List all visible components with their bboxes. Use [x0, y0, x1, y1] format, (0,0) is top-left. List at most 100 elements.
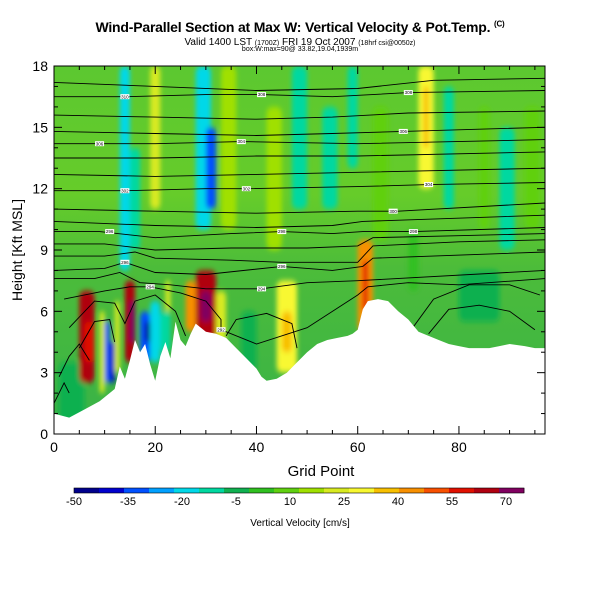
- theta-contour: [54, 151, 545, 159]
- contour-label-bg: [408, 229, 418, 235]
- contour-label: 292: [217, 327, 225, 332]
- theta-contour: [54, 167, 545, 177]
- colorbar-tick-label: -5: [231, 496, 241, 508]
- velocity-cell: [408, 229, 419, 291]
- colorbar-swatch: [124, 488, 150, 493]
- colorbar-swatch: [374, 488, 400, 493]
- contour-label: 298: [278, 229, 286, 234]
- contour-label: 308: [405, 90, 413, 95]
- velocity-cell: [423, 86, 429, 148]
- velocity-cell: [119, 66, 130, 271]
- terrain-mask: [54, 299, 545, 434]
- velocity-cell: [281, 311, 292, 353]
- theta-contour: [54, 251, 545, 275]
- velocity-cell: [150, 66, 161, 210]
- theta-contour: [428, 304, 536, 335]
- velocity-cell: [499, 127, 515, 250]
- velocity-cell: [145, 321, 151, 342]
- velocity-cell: [221, 66, 237, 230]
- contour-label: 310: [121, 94, 129, 99]
- theta-contour: [54, 139, 545, 145]
- theta-contour: [54, 126, 545, 136]
- contour-label: 302: [243, 186, 251, 191]
- colorbar-swatch: [224, 488, 250, 493]
- contour-label: 294: [146, 284, 154, 289]
- contour-label-bg: [257, 286, 267, 292]
- theta-contour: [54, 239, 545, 263]
- contour-label: 296: [121, 260, 129, 265]
- colorbar-tick-label: -35: [120, 496, 136, 508]
- velocity-cell: [458, 270, 500, 322]
- colorbar-swatch: [199, 488, 225, 493]
- colorbar-swatch: [149, 488, 175, 493]
- x-tick-label: 80: [451, 439, 467, 455]
- y-tick-label: 18: [32, 58, 48, 74]
- colorbar-swatch: [174, 488, 200, 493]
- contour-label: 294: [258, 286, 266, 291]
- y-tick-label: 3: [40, 365, 48, 381]
- contour-label-bg: [403, 90, 413, 96]
- colorbar-tick-label: 70: [500, 496, 512, 508]
- velocity-cell: [200, 290, 211, 322]
- contour-label-bg: [398, 128, 408, 134]
- contour-label-bg: [257, 92, 267, 98]
- contour-label: 306: [96, 141, 104, 146]
- contour-label-bg: [424, 182, 434, 188]
- contour-label: 306: [400, 129, 408, 134]
- theta-contour: [407, 284, 541, 335]
- colorbar-tick-label: 55: [446, 496, 458, 508]
- chart-box-info: box:W:max=90@ 33.82,19.04,1939m: [241, 46, 359, 53]
- theta-contour: [54, 269, 545, 290]
- contour-label-bg: [120, 188, 130, 194]
- velocity-cell: [160, 311, 171, 353]
- colorbar-swatch: [99, 488, 125, 493]
- theta-contour: [54, 202, 545, 214]
- x-tick-label: 20: [147, 439, 163, 455]
- theta-contour: [54, 77, 545, 91]
- colorbar-swatch: [449, 488, 475, 493]
- colorbar-tick-label: 40: [392, 496, 404, 508]
- colorbar-tick-label: 25: [338, 496, 350, 508]
- contour-label: 298: [410, 229, 418, 234]
- velocity-cell: [362, 260, 368, 312]
- colorbar-swatch: [499, 488, 525, 493]
- theta-contour: [225, 312, 298, 349]
- colorbar-tick-label: 10: [284, 496, 296, 508]
- velocity-cell: [372, 106, 389, 240]
- contour-label: 296: [106, 229, 114, 234]
- velocity-cell: [104, 321, 110, 383]
- velocity-cell: [129, 301, 135, 342]
- velocity-cell: [84, 321, 95, 363]
- contour-label: 308: [258, 92, 266, 97]
- colorbar-swatch: [74, 488, 100, 493]
- colorbar-tick-label: -50: [66, 496, 82, 508]
- theta-contour: [54, 214, 545, 228]
- contour-label-bg: [216, 327, 226, 333]
- velocity-cell: [443, 86, 454, 210]
- y-axis-label: Height [Kft MSL]: [9, 199, 25, 301]
- colorbar-swatch: [299, 488, 325, 493]
- contour-label: 296: [278, 264, 286, 269]
- contour-label-bg: [277, 229, 287, 235]
- contour-label: 302: [121, 188, 129, 193]
- velocity-cell: [150, 301, 161, 363]
- y-tick-label: 15: [32, 119, 48, 135]
- velocity-cell: [99, 311, 105, 394]
- colorbar-swatch: [399, 488, 425, 493]
- colorbar-swatch: [349, 488, 375, 493]
- contour-label-bg: [105, 229, 115, 235]
- chart-subtitle: Valid 1400 LST (1700Z) FRI 19 Oct 2007 (…: [184, 37, 416, 48]
- x-tick-label: 60: [350, 439, 366, 455]
- chart-title: Wind-Parallel Section at Max W: Vertical…: [95, 19, 505, 35]
- theta-contour: [58, 343, 90, 377]
- theta-contour: [54, 233, 545, 251]
- colorbar-swatch: [424, 488, 450, 493]
- contour-label-bg: [241, 186, 251, 192]
- contour-label: 300: [389, 209, 397, 214]
- contour-label: 304: [425, 182, 433, 187]
- velocity-cell: [205, 127, 216, 210]
- velocity-cell: [479, 106, 490, 230]
- colorbar-swatch: [474, 488, 500, 493]
- theta-contour: [54, 381, 70, 404]
